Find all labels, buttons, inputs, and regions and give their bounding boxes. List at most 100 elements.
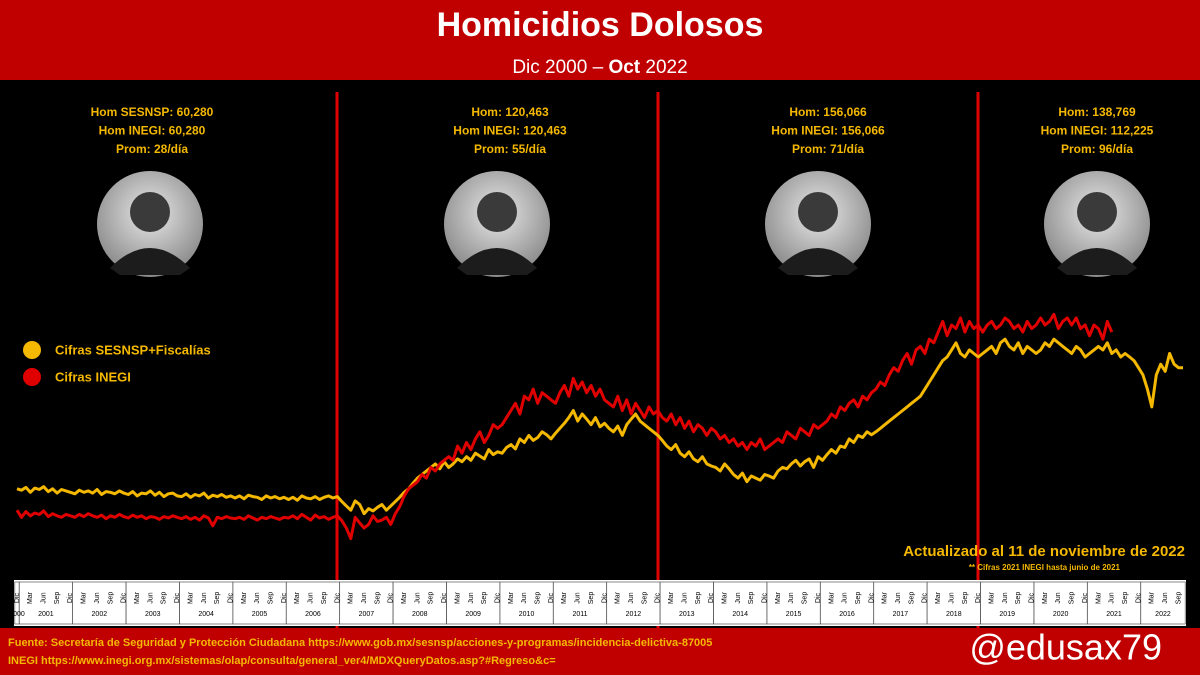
x-tick-label: Dic xyxy=(975,592,982,603)
term-stat: Hom SESNSP: 60,280 xyxy=(91,105,214,119)
x-tick-label: Dic xyxy=(601,592,608,603)
x-tick-label: Mar xyxy=(1095,591,1102,604)
x-tick-label: Dic xyxy=(708,592,715,603)
x-tick-label: Dic xyxy=(922,592,929,603)
x-tick-label: Sep xyxy=(748,592,755,605)
x-tick-label: Dic xyxy=(174,592,181,603)
x-tick-label: Mar xyxy=(668,591,675,604)
x-tick-label: Sep xyxy=(1122,592,1129,605)
x-tick-label: Dic xyxy=(1082,592,1089,603)
x-tick-label: Jun xyxy=(201,592,208,603)
subtitle-part: 2022 xyxy=(645,57,687,78)
x-tick-label: Jun xyxy=(1162,592,1169,603)
x-tick-label: Sep xyxy=(802,592,809,605)
year-label: 2017 xyxy=(893,611,909,618)
x-tick-label: Mar xyxy=(241,591,248,604)
term-stat: Prom: 28/día xyxy=(116,142,188,156)
x-tick-label: Jun xyxy=(948,592,955,603)
x-tick-label: Mar xyxy=(561,591,568,604)
x-tick-label: Mar xyxy=(187,591,194,604)
year-label: 2016 xyxy=(839,611,855,618)
year-label: 2019 xyxy=(999,611,1015,618)
x-tick-label: Dic xyxy=(441,592,448,603)
x-tick-label: Mar xyxy=(1149,591,1156,604)
legend-swatch xyxy=(23,368,41,386)
source-line: INEGI https://www.inegi.org.mx/sistemas/… xyxy=(8,655,556,667)
year-label: 2001 xyxy=(38,611,54,618)
x-tick-label: Jun xyxy=(788,592,795,603)
x-tick-label: Dic xyxy=(227,592,234,603)
term-stat: Hom: 156,066 xyxy=(789,105,867,119)
x-tick-label: Mar xyxy=(348,591,355,604)
portrait-head xyxy=(798,192,838,232)
year-label: 2005 xyxy=(252,611,268,618)
axis-strip xyxy=(14,580,1186,626)
portrait-body xyxy=(778,248,858,275)
x-tick-label: Sep xyxy=(908,592,915,605)
x-tick-label: Mar xyxy=(615,591,622,604)
term-stat: Hom INEGI: 120,463 xyxy=(453,124,567,138)
term-stat: Hom INEGI: 60,280 xyxy=(99,124,206,138)
x-tick-label: Sep xyxy=(1175,592,1182,605)
year-label: 2004 xyxy=(198,611,214,618)
x-tick-label: Dic xyxy=(762,592,769,603)
term-stat: Hom INEGI: 112,225 xyxy=(1041,124,1154,138)
x-tick-label: Dic xyxy=(281,592,288,603)
term-stat: Prom: 96/día xyxy=(1061,142,1133,156)
footer-band xyxy=(0,628,1200,675)
term-stat: Prom: 55/día xyxy=(474,142,546,156)
x-tick-label: Jun xyxy=(895,592,902,603)
x-tick-label: Sep xyxy=(428,592,435,605)
portrait-body xyxy=(110,248,190,275)
x-tick-label: Dic xyxy=(655,592,662,603)
x-tick-label: Sep xyxy=(1069,592,1076,605)
x-tick-label: Sep xyxy=(161,592,168,605)
x-tick-label: Mar xyxy=(935,591,942,604)
portrait-body xyxy=(457,248,537,275)
x-tick-label: Sep xyxy=(855,592,862,605)
year-label: 2011 xyxy=(572,611,587,618)
x-tick-label: Mar xyxy=(294,591,301,604)
term-stat: Prom: 71/día xyxy=(792,142,864,156)
chart-title: Homicidios Dolosos xyxy=(437,6,764,44)
term-stat: Hom: 138,769 xyxy=(1058,105,1136,119)
x-tick-label: Sep xyxy=(214,592,221,605)
x-tick-label: Jun xyxy=(361,592,368,603)
x-tick-label: Dic xyxy=(1135,592,1142,603)
year-label: 2013 xyxy=(679,611,695,618)
portrait-head xyxy=(130,192,170,232)
portrait-head xyxy=(477,192,517,232)
year-label: 2014 xyxy=(732,611,748,618)
x-tick-label: Mar xyxy=(988,591,995,604)
x-tick-label: Jun xyxy=(41,592,48,603)
x-tick-label: Jun xyxy=(681,592,688,603)
x-tick-label: Dic xyxy=(388,592,395,603)
x-tick-label: Sep xyxy=(1015,592,1022,605)
x-tick-label: Mar xyxy=(721,591,728,604)
chart-subtitle: Dic 2000 – Oct 2022 xyxy=(512,57,687,78)
x-tick-label: Mar xyxy=(134,591,141,604)
x-tick-label: Jun xyxy=(468,592,475,603)
year-label: 2012 xyxy=(626,611,642,618)
year-label: 2003 xyxy=(145,611,161,618)
source-line: Fuente: Secretaría de Seguridad y Protec… xyxy=(8,637,712,649)
term-stat: Hom: 120,463 xyxy=(471,105,549,119)
year-label: 2002 xyxy=(92,611,108,618)
x-tick-label: Jun xyxy=(94,592,101,603)
year-label: 2000 xyxy=(9,611,25,618)
series-line xyxy=(16,337,1183,516)
x-tick-label: Sep xyxy=(962,592,969,605)
year-label: 2022 xyxy=(1155,611,1171,618)
x-tick-label: Dic xyxy=(67,592,74,603)
year-label: 2008 xyxy=(412,611,428,618)
x-tick-label: Jun xyxy=(1055,592,1062,603)
header-band xyxy=(0,0,1200,80)
x-tick-label: Sep xyxy=(107,592,114,605)
x-tick-label: Sep xyxy=(695,592,702,605)
legend-label: Cifras INEGI xyxy=(55,369,131,384)
x-tick-label: Jun xyxy=(575,592,582,603)
year-label: 2020 xyxy=(1053,611,1069,618)
handle: @edusax79 xyxy=(969,627,1162,668)
